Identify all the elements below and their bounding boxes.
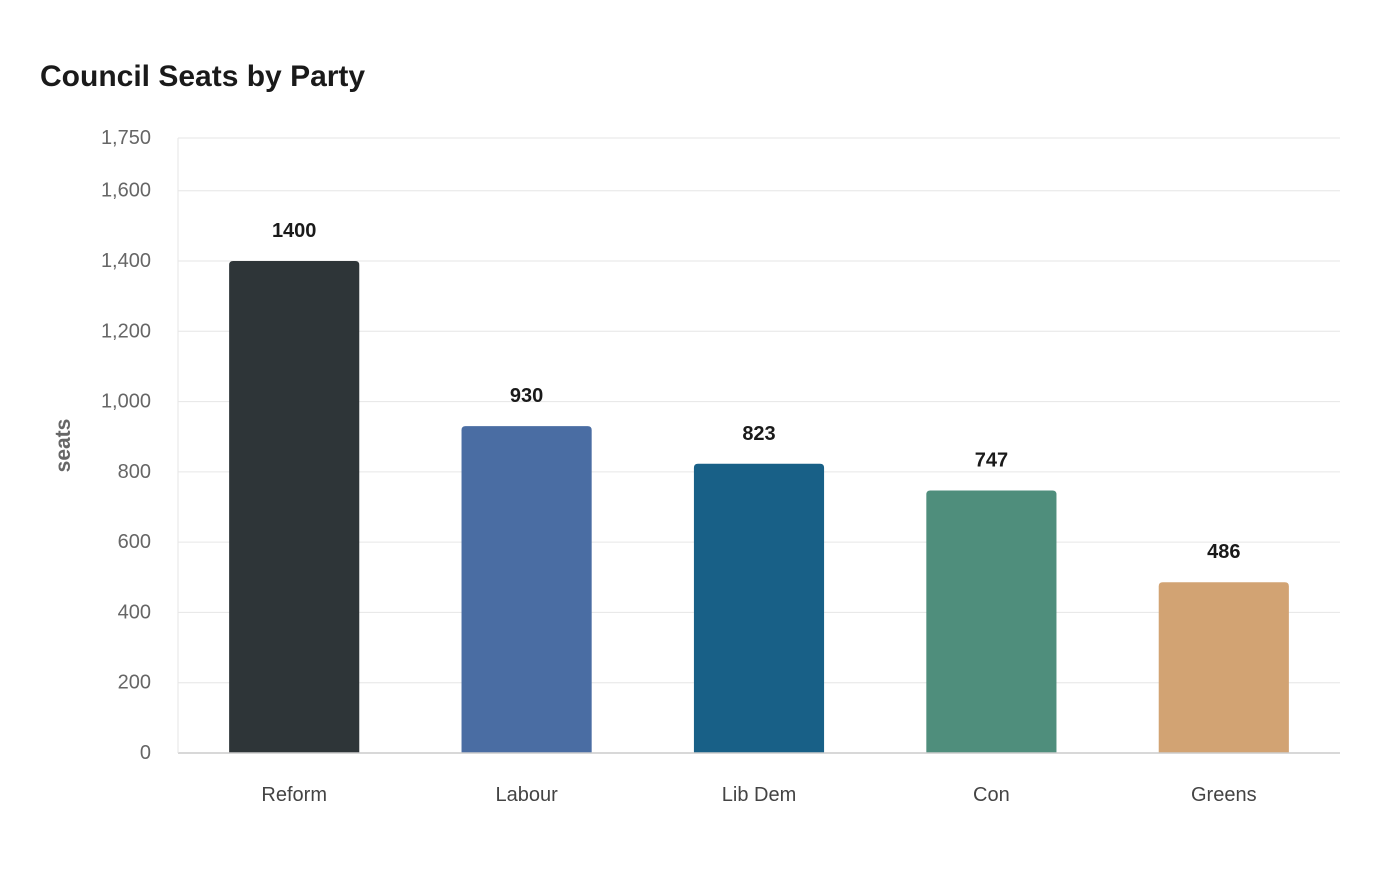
y-tick-label: 1,000 (101, 391, 151, 413)
bar-greens (1158, 582, 1289, 753)
y-tick-label: 200 (118, 672, 151, 694)
bars (229, 261, 1289, 753)
labels: 0 200 400 600 800 1,000 1,200 1,400 1,600 1,750 14… (101, 127, 1257, 806)
data-label: 1400 (272, 220, 317, 242)
data-label: 930 (510, 385, 543, 407)
bar-labour (461, 426, 592, 753)
chart-title: Council Seats by Party (40, 60, 366, 93)
y-tick-label: 1,400 (101, 250, 151, 272)
bar-reform (229, 261, 360, 753)
x-tick-label: Con (973, 784, 1010, 806)
bar-con (926, 490, 1057, 753)
y-tick-label: 1,200 (101, 320, 151, 342)
y-tick-label: 1,600 (101, 180, 151, 202)
y-axis-title: seats (52, 419, 75, 473)
y-tick-label: 600 (118, 531, 151, 553)
x-tick-label: Greens (1191, 784, 1257, 806)
y-tick-label: 0 (140, 742, 151, 764)
y-tick-label: 1,750 (101, 127, 151, 149)
bar-lib-dem (693, 463, 825, 753)
data-label: 486 (1207, 541, 1240, 563)
y-tick-label: 800 (118, 461, 151, 483)
x-tick-label: Labour (495, 784, 558, 806)
data-label: 823 (742, 423, 775, 445)
data-label: 747 (975, 449, 1008, 471)
x-tick-label: Lib Dem (722, 784, 796, 806)
x-tick-label: Reform (261, 784, 327, 806)
y-tick-label: 400 (118, 601, 151, 623)
